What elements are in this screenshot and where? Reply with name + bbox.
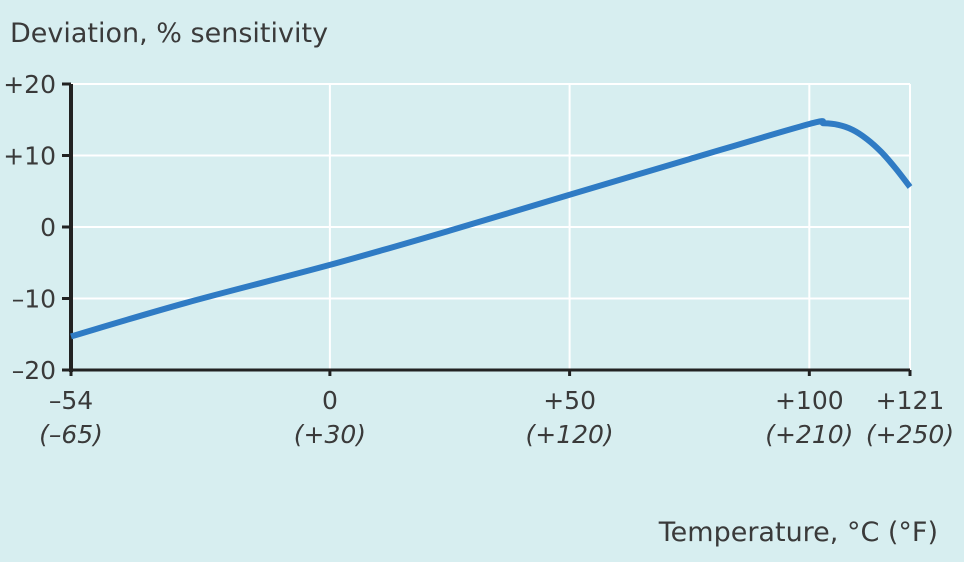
x-tick-label: –54	[49, 386, 93, 415]
x-tick-label: +50	[543, 386, 596, 415]
x-axis-title: Temperature, °C (°F)	[658, 517, 938, 548]
series-layer	[70, 118, 913, 340]
y-tick-label: +20	[3, 70, 56, 99]
x-tick-sublabel: (+250)	[866, 420, 954, 449]
y-tick-label: –10	[12, 285, 56, 314]
y-tick-label: –20	[12, 356, 56, 385]
x-tick-label: +121	[876, 386, 945, 415]
x-tick-sublabel: (+30)	[294, 420, 366, 449]
y-axis-title: Deviation, % sensitivity	[10, 18, 328, 49]
x-tick-label: 0	[322, 386, 338, 415]
y-tick-label: 0	[40, 213, 56, 242]
x-tick-sublabel: (–65)	[39, 420, 103, 449]
x-tick-sublabel: (+210)	[765, 420, 853, 449]
y-tick-label: +10	[3, 142, 56, 171]
x-tick-label: +100	[775, 386, 844, 415]
labels: Deviation, % sensitivity Temperature, °C…	[3, 18, 954, 548]
series-line-0	[70, 118, 913, 340]
x-tick-sublabel: (+120)	[526, 420, 614, 449]
axes	[62, 82, 912, 376]
